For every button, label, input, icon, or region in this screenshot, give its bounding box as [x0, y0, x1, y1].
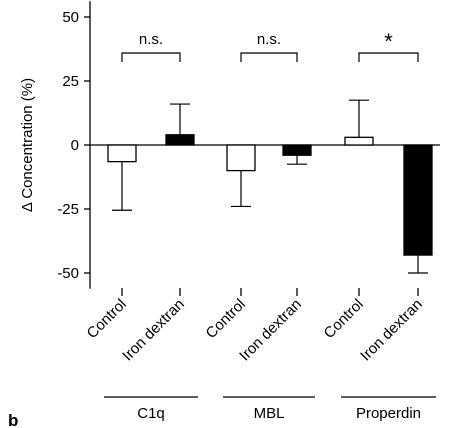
group-label: C1q: [137, 405, 165, 422]
bar-c1q-control: [107, 144, 137, 163]
group-label: MBL: [254, 405, 285, 422]
group-label: Properdin: [356, 405, 421, 422]
significance-label: n.s.: [257, 31, 281, 48]
bars: [107, 99, 433, 274]
bar-properdin-iron-dextran: [403, 144, 433, 256]
significance-label: n.s.: [139, 31, 163, 48]
annotations: n.s. C1q n.s. MBL * Properdin: [104, 29, 436, 422]
y-tick-label: -25: [57, 201, 79, 218]
significance-bracket: [121, 52, 181, 62]
significance-label: *: [384, 29, 393, 54]
bar-mbl-control: [226, 144, 256, 172]
y-tick-label: 50: [62, 9, 79, 26]
panel-letter: b: [8, 411, 18, 428]
y-tick-label: 25: [62, 73, 79, 90]
bar-c1q-iron-dextran: [165, 134, 195, 146]
x-tick-label: Control: [84, 296, 130, 342]
bar-mbl-iron-dextran: [282, 144, 312, 156]
significance-bracket: [240, 52, 298, 62]
y-tick-label: 0: [71, 137, 79, 154]
y-tick-label: -50: [57, 265, 79, 282]
x-tick-label: Control: [321, 296, 367, 342]
significance-bracket: [358, 52, 419, 62]
x-tick-label: Iron dextran: [357, 296, 426, 365]
x-tick-label: Iron dextran: [119, 296, 188, 365]
y-axis-label: Δ Concentration (%): [19, 78, 36, 212]
x-tick-label: Control: [203, 296, 249, 342]
bar-properdin-control: [344, 136, 374, 146]
